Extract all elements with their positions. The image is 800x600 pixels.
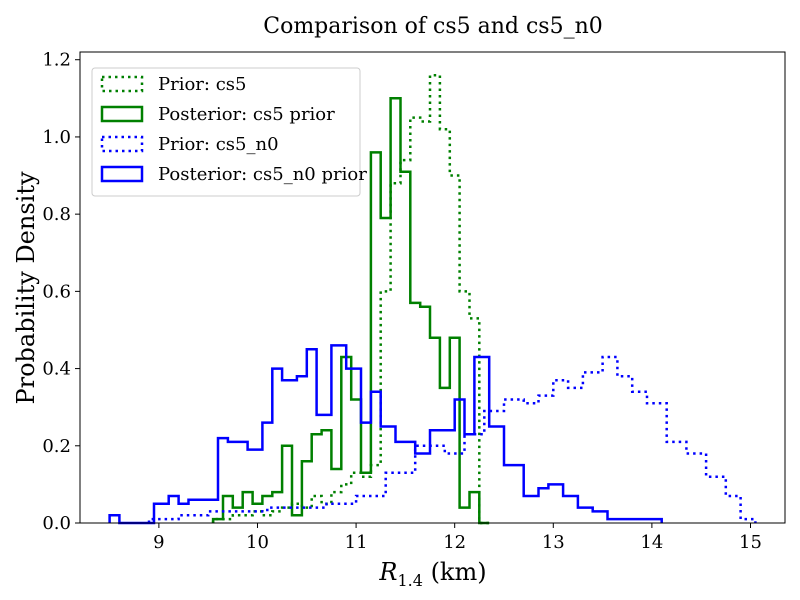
- x-axis-label-base: R: [378, 558, 397, 586]
- legend-box: [91, 67, 361, 197]
- series-2-step-line: [147, 355, 757, 523]
- series-0-step-line: [211, 73, 490, 525]
- legend-label-3: Posterior: cs5_n0 prior: [158, 164, 367, 185]
- y-tick-label: 0.0: [42, 513, 71, 534]
- legend-label-1: Posterior: cs5 prior: [158, 104, 335, 125]
- x-axis-label-suffix: (km): [423, 558, 487, 586]
- chart-title: Comparison of cs5 and cs5_n0: [263, 14, 603, 39]
- legend: Prior: cs5 Posterior: cs5 prior Prior: cs5…: [91, 67, 367, 197]
- x-tick-label: 10: [246, 532, 269, 553]
- legend-swatch-2: [100, 135, 144, 153]
- x-tick-label: 15: [739, 532, 762, 553]
- x-tick-label: 11: [345, 532, 368, 553]
- plot-frame: [79, 51, 786, 524]
- x-axis-label: R1.4 (km): [378, 558, 486, 590]
- x-axis: 9 10 11 12 13 14 15: [153, 523, 762, 553]
- series-3-step-line: [108, 344, 663, 525]
- plot-area: [108, 73, 757, 525]
- y-tick-label: 0.4: [42, 359, 71, 380]
- y-axis-label: Probability Density: [12, 171, 40, 405]
- legend-swatch-1: [100, 105, 144, 123]
- legend-label-2: Prior: cs5_n0: [158, 134, 279, 155]
- x-tick-label: 13: [542, 532, 565, 553]
- x-tick-label: 9: [153, 532, 164, 553]
- y-tick-label: 1.0: [42, 127, 71, 148]
- y-tick-label: 1.2: [42, 50, 71, 71]
- legend-label-0: Prior: cs5: [158, 74, 246, 95]
- x-tick-label: 12: [443, 532, 466, 553]
- series-1-step-line: [211, 97, 490, 525]
- x-tick-label: 14: [640, 532, 663, 553]
- y-tick-label: 0.8: [42, 204, 71, 225]
- legend-swatch-3: [100, 165, 144, 183]
- x-axis-label-sub: 1.4: [397, 571, 422, 590]
- y-tick-label: 0.2: [42, 436, 71, 457]
- y-axis: 0.0 0.2 0.4 0.6 0.8 1.0 1.2: [42, 50, 80, 534]
- y-tick-label: 0.6: [42, 281, 71, 302]
- legend-swatch-0: [100, 75, 144, 93]
